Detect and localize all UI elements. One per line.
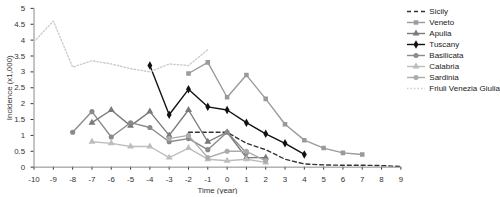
svg-text:2: 2 (264, 175, 268, 184)
svg-text:-7: -7 (88, 175, 95, 184)
svg-text:2: 2 (21, 99, 25, 108)
html-text:Tuscany: Tuscany (429, 40, 460, 49)
svg-text:Time (year): Time (year) (197, 186, 237, 194)
svg-text:0: 0 (21, 163, 26, 172)
svg-text:5: 5 (21, 4, 26, 13)
svg-text:0: 0 (225, 175, 230, 184)
svg-text:7: 7 (360, 175, 364, 184)
svg-text:1.5: 1.5 (14, 115, 26, 124)
html-text:Apulia: Apulia (429, 29, 452, 38)
svg-text:-10: -10 (28, 175, 40, 184)
html-text:Veneto: Veneto (429, 18, 455, 27)
svg-text:1: 1 (244, 175, 248, 184)
html-text:Sicily: Sicily (429, 7, 448, 16)
html-text:Calabria: Calabria (429, 62, 460, 71)
svg-text:3: 3 (283, 175, 288, 184)
html-text:Basilicata: Basilicata (429, 51, 464, 60)
svg-text:-5: -5 (127, 175, 135, 184)
svg-text:8: 8 (379, 175, 384, 184)
svg-text:-8: -8 (69, 175, 77, 184)
svg-text:6: 6 (341, 175, 346, 184)
svg-text:-9: -9 (50, 175, 57, 184)
svg-text:5: 5 (321, 175, 326, 184)
svg-text:1: 1 (21, 131, 25, 140)
svg-text:2.5: 2.5 (14, 83, 26, 92)
svg-text:9: 9 (399, 175, 403, 184)
svg-text:-3: -3 (166, 175, 174, 184)
svg-text:0.5: 0.5 (14, 147, 26, 156)
svg-text:-2: -2 (185, 175, 192, 184)
svg-text:-4: -4 (146, 175, 154, 184)
html-text:Friuli Venezia Giulia: Friuli Venezia Giulia (429, 84, 500, 93)
svg-text:4.5: 4.5 (14, 20, 26, 29)
svg-text:Incidence (x1,000): Incidence (x1,000) (5, 55, 14, 120)
svg-text:3.5: 3.5 (14, 52, 26, 61)
html-text:Sardinia: Sardinia (429, 73, 459, 82)
svg-text:-1: -1 (204, 175, 211, 184)
svg-text:3: 3 (21, 67, 26, 76)
svg-text:4: 4 (21, 36, 26, 45)
svg-text:-6: -6 (108, 175, 116, 184)
svg-text:4: 4 (302, 175, 307, 184)
